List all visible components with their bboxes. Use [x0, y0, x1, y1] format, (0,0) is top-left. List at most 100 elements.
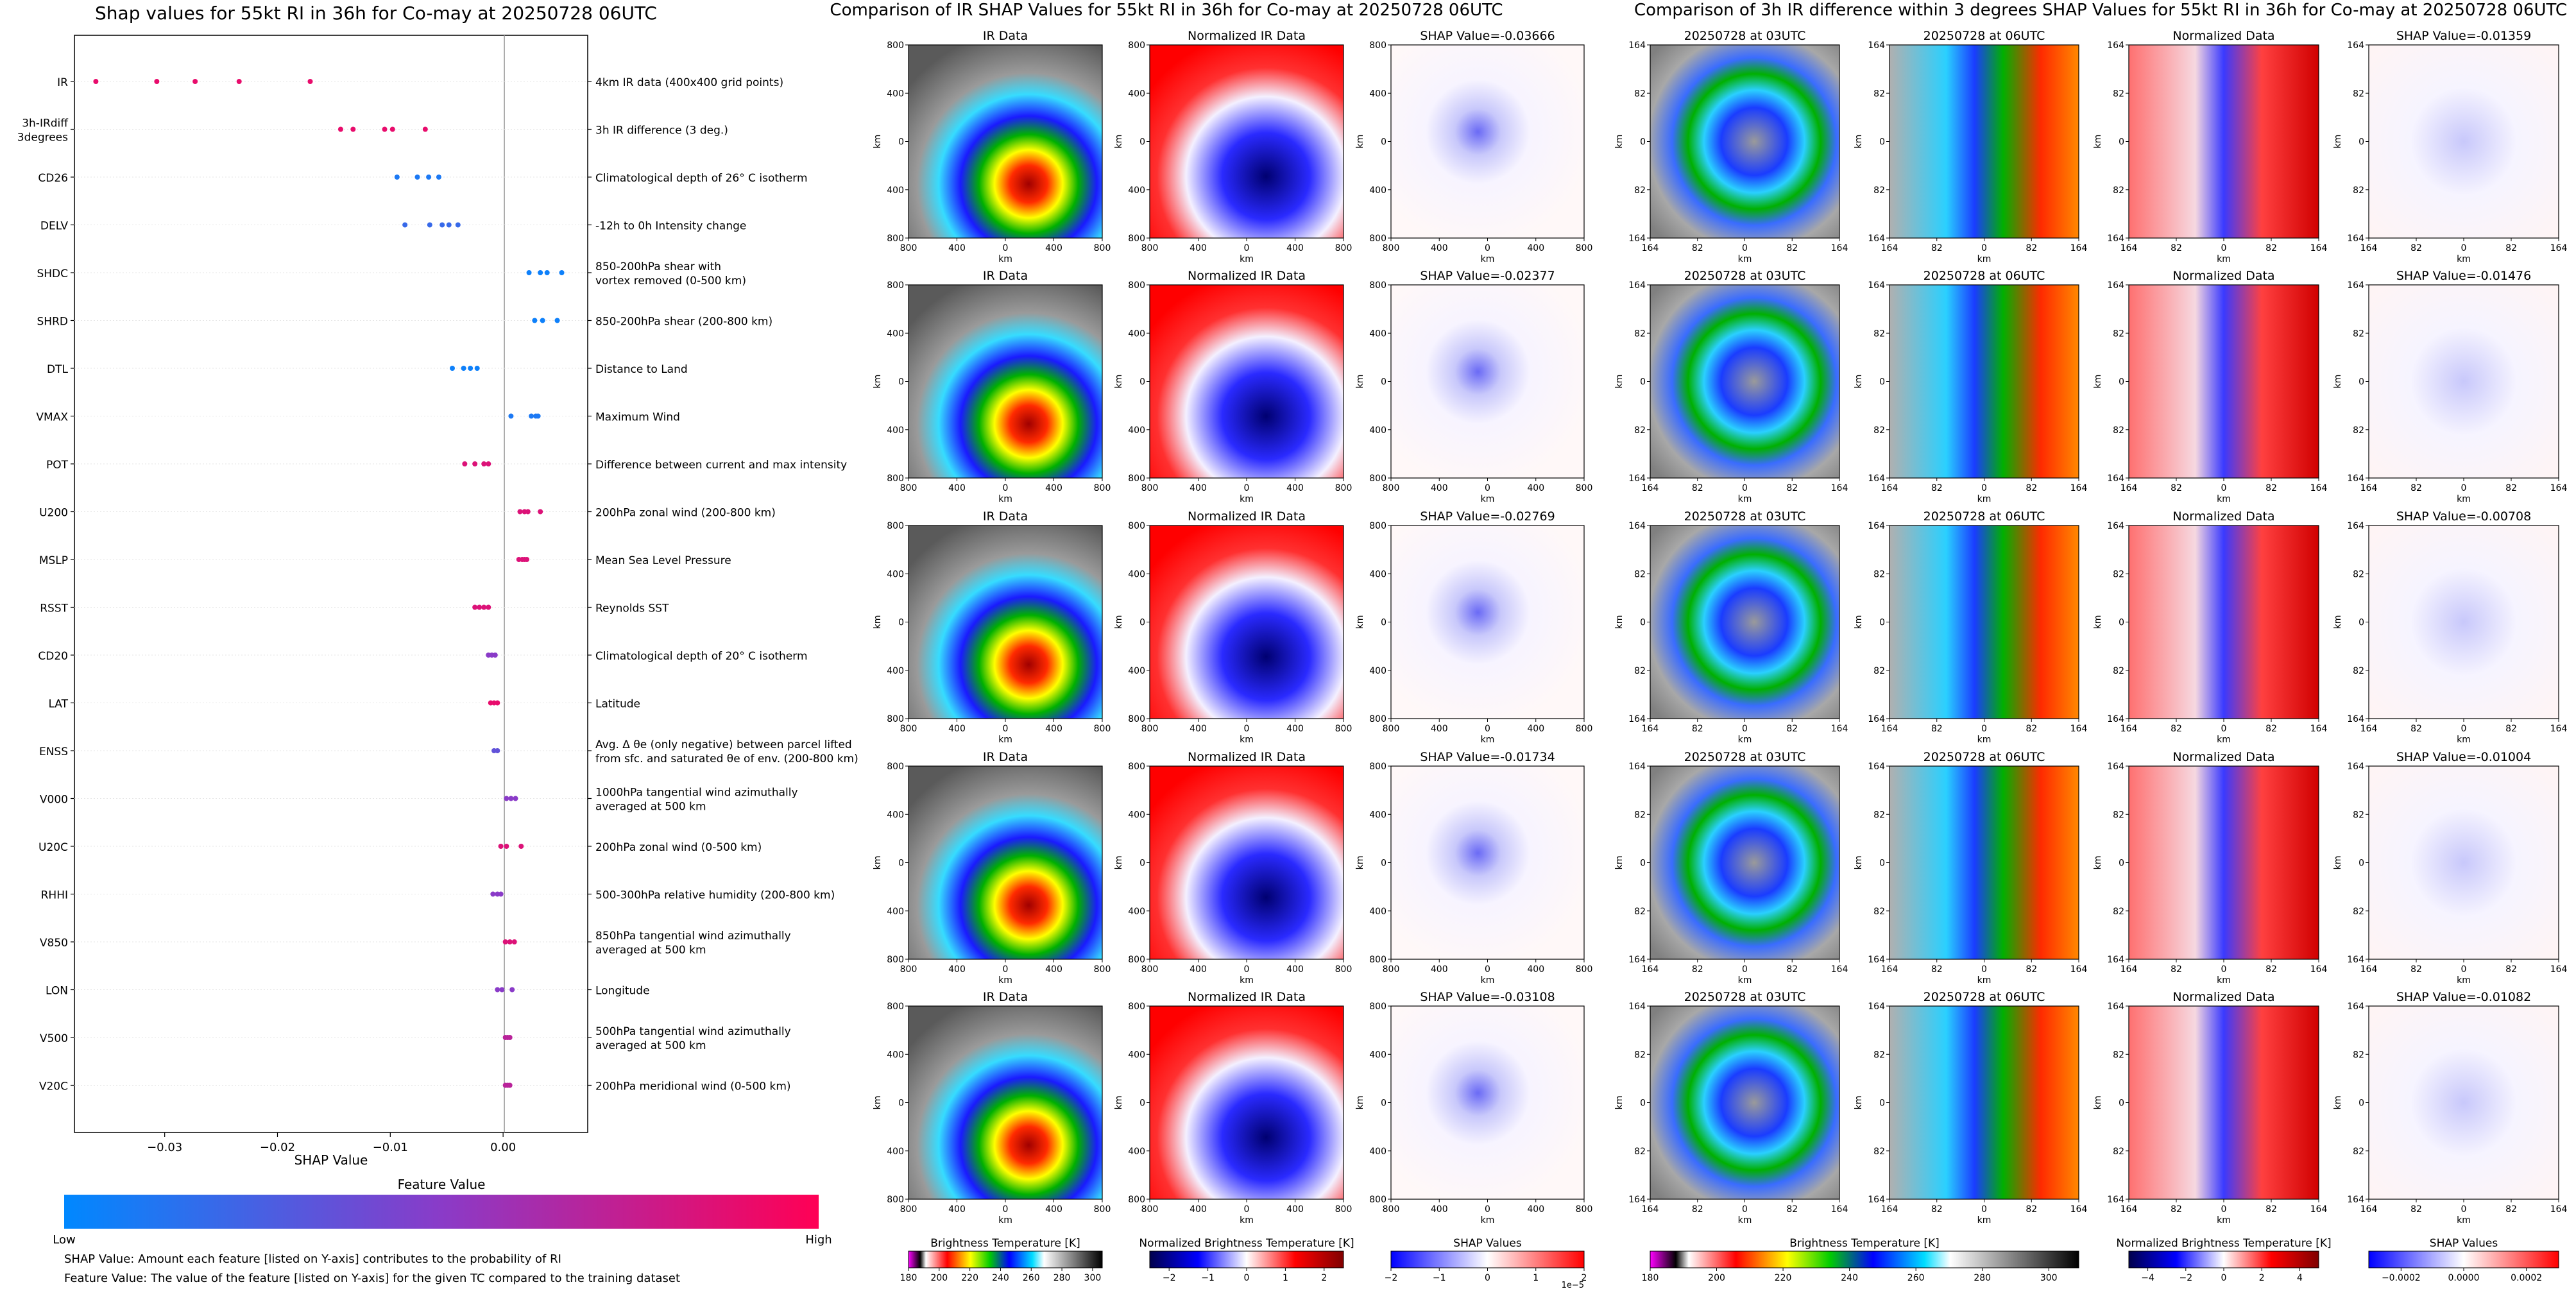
colorbar-tick-label: 180: [1642, 1273, 1659, 1283]
colorbar-bar: [2128, 1251, 2319, 1268]
colorbar-label: SHAP Values: [2430, 1237, 2498, 1250]
y-tick-label: 82: [2113, 1147, 2124, 1157]
x-tick-label: 164: [2070, 483, 2088, 493]
feature-label: V850: [40, 937, 68, 950]
x-tick-label: 0: [1003, 483, 1009, 493]
y-tick-label: 800: [1128, 474, 1145, 484]
y-tick-label: 82: [1634, 329, 1646, 339]
y-tick-label: 400: [887, 810, 904, 820]
y-tick-label: 164: [1628, 1002, 1646, 1012]
x-tick-label: 800: [1335, 483, 1352, 493]
feature-row: ENSS Avg. Δ θe (only negative) between pa…: [39, 738, 858, 765]
feature-label: VMAX: [36, 411, 68, 424]
shap-point: [538, 509, 543, 515]
y-axis-label: km: [873, 856, 883, 870]
y-axis-label: km: [1355, 615, 1365, 629]
colorbar-tick-label: 240: [1841, 1273, 1858, 1283]
x-tick-label: 164: [2360, 483, 2378, 493]
y-tick-label: 0: [2358, 858, 2364, 869]
y-tick-label: 400: [1128, 569, 1145, 579]
x-tick-label: 0: [1244, 483, 1250, 493]
y-tick-label: 164: [2347, 280, 2364, 291]
x-tick-label: 0: [1485, 1204, 1490, 1215]
x-tick-label: 400: [1527, 243, 1544, 253]
shap-point: [498, 891, 504, 897]
x-tick-label: 800: [1576, 1204, 1593, 1215]
colorbar-tick-label: 2: [2259, 1273, 2265, 1283]
x-tick-label: 164: [2550, 1204, 2568, 1215]
x-tick-label: 164: [1642, 1204, 1659, 1215]
x-axis-label: km: [1240, 975, 1254, 986]
x-tick-label: 400: [948, 1204, 966, 1215]
x-tick-label: 82: [1692, 243, 1703, 253]
x-tick-label: 800: [1576, 483, 1593, 493]
y-tick-label: 400: [1369, 425, 1386, 436]
y-axis-label: km: [1854, 615, 1864, 629]
image-panel: [1149, 525, 1344, 719]
x-tick-label: 400: [1527, 964, 1544, 975]
x-tick-label: 164: [2120, 243, 2138, 253]
x-tick-label: 82: [2026, 243, 2037, 253]
x-tick-label: 800: [1576, 724, 1593, 734]
y-tick-label: 400: [1128, 185, 1145, 196]
y-tick-label: 800: [887, 955, 904, 965]
x-axis-label: km: [1977, 1215, 1992, 1225]
colorbar-tick-label: 200: [1708, 1273, 1725, 1283]
colorbar-bar: [1390, 1251, 1585, 1268]
image-panel: [1390, 284, 1585, 479]
y-axis-label: km: [2093, 615, 2103, 629]
x-tick-label: 0: [2221, 243, 2227, 253]
y-tick-label: 0: [1879, 858, 1885, 869]
image-title: 20250728 at 03UTC: [1684, 29, 1806, 43]
image-panel: [1889, 765, 2079, 960]
image-title: 20250728 at 06UTC: [1923, 269, 2045, 283]
x-tick-label: 800: [1094, 724, 1111, 734]
x-tick-label: 82: [2171, 724, 2182, 734]
x-tick-label: 0: [1981, 483, 1987, 493]
y-tick-label: 800: [1369, 1002, 1386, 1012]
x-tick-label: 0: [2461, 243, 2467, 253]
y-tick-label: 400: [887, 1050, 904, 1060]
colorbar-tick-label: −1: [1433, 1273, 1446, 1283]
y-tick-label: 400: [887, 185, 904, 196]
image-title: SHAP Value=-0.02377: [1420, 269, 1555, 283]
y-tick-label: 0: [2358, 137, 2364, 148]
y-tick-label: 164: [2107, 40, 2124, 51]
y-tick-label: 800: [887, 280, 904, 291]
shap-point: [509, 987, 515, 993]
colorbar-tick-label: 200: [930, 1273, 948, 1283]
image-panel: [1889, 525, 2079, 719]
y-tick-label: 800: [1128, 521, 1145, 531]
y-tick-label: 800: [1369, 955, 1386, 965]
x-tick-label: 164: [2360, 964, 2378, 975]
x-tick-label: 164: [2070, 243, 2088, 253]
feature-description: 4km IR data (400x400 grid points): [595, 76, 783, 89]
y-tick-label: 0: [898, 377, 904, 388]
x-tick-label: 164: [1642, 964, 1659, 975]
x-tick-label: 800: [1383, 483, 1400, 493]
colorbar-tick-label: −2: [1385, 1273, 1398, 1283]
x-tick-label: 400: [1190, 964, 1207, 975]
x-tick-label: 800: [1141, 243, 1159, 253]
image-panel: [1149, 284, 1344, 479]
x-tick-label: 0: [1742, 964, 1748, 975]
x-tick-label: 400: [1045, 483, 1062, 493]
y-tick-label: 400: [887, 666, 904, 676]
feature-row: IR 4km IR data (400x400 grid points): [57, 76, 783, 89]
y-tick-label: 0: [1640, 1098, 1646, 1109]
feature-row: V500 500hPa tangential wind azimuthally av…: [40, 1025, 791, 1052]
y-tick-label: 82: [2113, 907, 2124, 917]
x-tick-label: 400: [1045, 964, 1062, 975]
feature-label: U200: [39, 507, 68, 520]
y-tick-label: 800: [887, 762, 904, 772]
beeswarm-xlabel: SHAP Value: [294, 1152, 368, 1168]
y-tick-label: 800: [887, 40, 904, 51]
image-cell: 20250728 at 03UTC1641648282008282164164k…: [1614, 269, 1848, 504]
image-panel: [1889, 1005, 2079, 1200]
x-axis-label: km: [1481, 494, 1495, 504]
y-tick-label: 82: [2113, 666, 2124, 676]
x-tick-label: 800: [1141, 724, 1159, 734]
x-tick-label: 164: [1642, 243, 1659, 253]
x-tick-label: 82: [1786, 243, 1798, 253]
y-tick-label: 0: [1381, 137, 1386, 148]
